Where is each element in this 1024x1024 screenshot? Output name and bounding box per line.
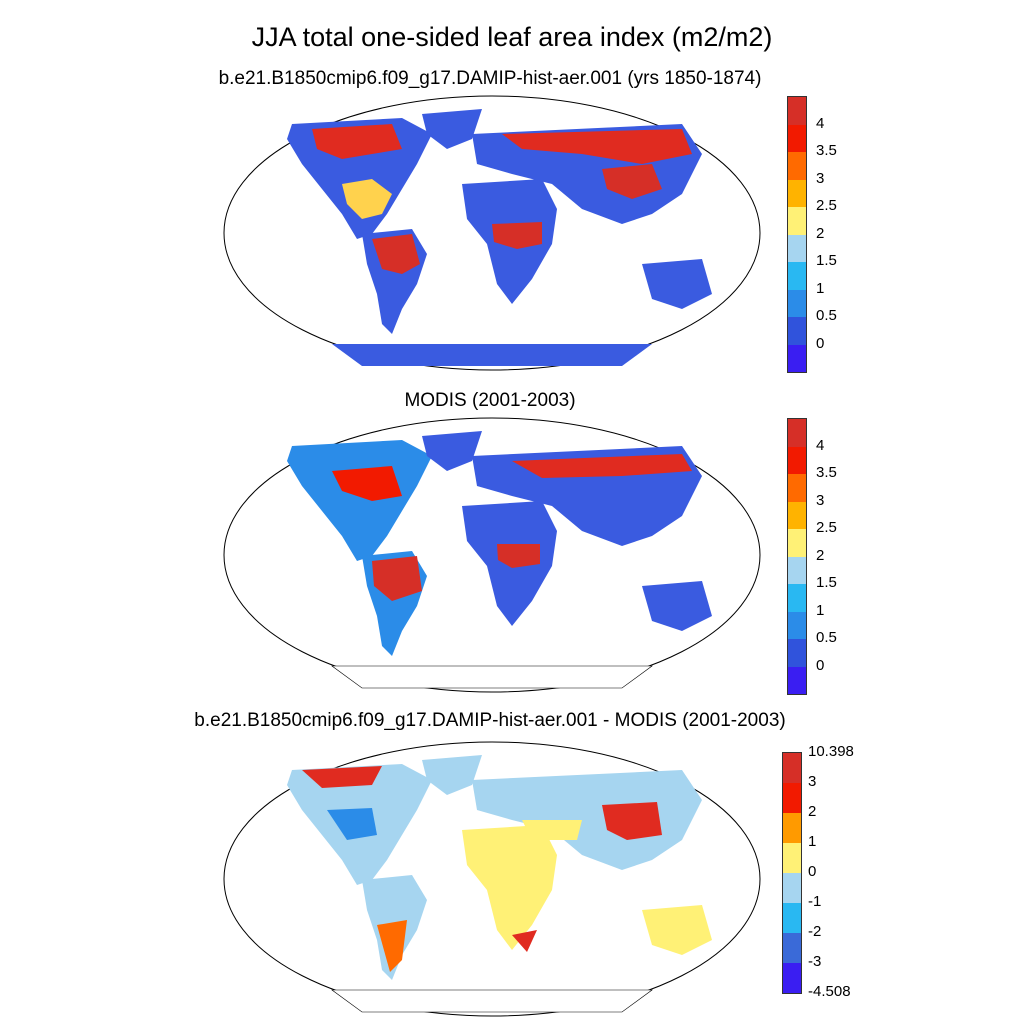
colorbar-segment bbox=[788, 124, 806, 152]
colorbar-tick-label: -1 bbox=[808, 893, 822, 910]
colorbar-tick-label: 0 bbox=[816, 334, 825, 352]
colorbar-tick-label: 1 bbox=[816, 601, 825, 619]
colorbar-tick-label: 2.5 bbox=[816, 519, 837, 536]
colorbar-segment bbox=[783, 903, 801, 933]
landmass-greenland bbox=[422, 755, 482, 795]
colorbar-segment bbox=[783, 933, 801, 963]
colorbar-tick-label: 0 bbox=[816, 656, 825, 674]
colorbar-tick-label: 10.398 bbox=[808, 743, 854, 760]
colorbar-tick-label: 2.5 bbox=[816, 197, 837, 214]
colorbar-segment bbox=[788, 584, 806, 612]
landmass-antarctica bbox=[331, 665, 653, 689]
colorbar-segment bbox=[788, 207, 806, 235]
colorbar-tick-label: 1 bbox=[816, 279, 825, 297]
colorbar-tick-label: 0.5 bbox=[816, 629, 837, 646]
colorbar-modis bbox=[787, 418, 807, 695]
figure-title: JJA total one-sided leaf area index (m2/… bbox=[251, 22, 773, 52]
landmass-greenland bbox=[422, 109, 482, 149]
map-model-lai bbox=[223, 95, 761, 371]
colorbar-segment bbox=[788, 344, 806, 372]
colorbar-tick-label: 2 bbox=[816, 546, 825, 564]
landmass-australia bbox=[642, 581, 712, 631]
panel-title-modis: MODIS (2001-2003) bbox=[404, 390, 576, 411]
panel-title-model: b.e21.B1850cmip6.f09_g17.DAMIP-hist-aer.… bbox=[218, 68, 762, 89]
colorbar-segment bbox=[788, 179, 806, 207]
colorbar-segment bbox=[788, 446, 806, 474]
map-modis-lai bbox=[223, 417, 761, 693]
colorbar-segment bbox=[783, 783, 801, 813]
colorbar-segment bbox=[783, 753, 801, 783]
landmass-australia bbox=[642, 259, 712, 309]
colorbar-tick-label: 3 bbox=[816, 491, 825, 509]
landmass-africa bbox=[462, 825, 557, 950]
map-difference-lai bbox=[223, 741, 761, 1017]
colorbar-segment bbox=[788, 152, 806, 180]
colorbar-segment bbox=[783, 813, 801, 843]
colorbar-segment bbox=[783, 843, 801, 873]
colorbar-tick-label: 1.5 bbox=[816, 252, 837, 269]
colorbar-tick-label: 3 bbox=[816, 169, 825, 187]
colorbar-tick-label: 1 bbox=[808, 833, 817, 850]
colorbar-tick-label: 3 bbox=[808, 773, 817, 790]
colorbar-tick-label: 0 bbox=[808, 863, 817, 880]
landmass-north-america bbox=[287, 440, 432, 561]
landmass-australia bbox=[642, 905, 712, 955]
colorbar-tick-label: -2 bbox=[808, 923, 822, 940]
colorbar-tick-label: 4 bbox=[816, 114, 825, 132]
colorbar-segment bbox=[783, 963, 801, 993]
panel-title-difference: b.e21.B1850cmip6.f09_g17.DAMIP-hist-aer.… bbox=[194, 710, 786, 731]
colorbar-tick-label: 2 bbox=[816, 224, 825, 242]
landmass-antarctica bbox=[332, 344, 652, 366]
colorbar-segment bbox=[788, 666, 806, 694]
colorbar-segment bbox=[788, 234, 806, 262]
colorbar-tick-label: 0.5 bbox=[816, 307, 837, 324]
colorbar-tick-label: 2 bbox=[808, 803, 817, 820]
colorbar-segment bbox=[788, 262, 806, 290]
colorbar-tick-label: 3.5 bbox=[816, 142, 837, 159]
landmass-eurasia bbox=[472, 770, 702, 870]
colorbar-segment bbox=[788, 97, 806, 125]
colorbar-segment bbox=[788, 501, 806, 529]
colorbar-tick-label: 4 bbox=[816, 436, 825, 454]
colorbar-segment bbox=[788, 289, 806, 317]
colorbar-segment bbox=[788, 474, 806, 502]
colorbar-model bbox=[787, 96, 807, 373]
colorbar-segment bbox=[788, 529, 806, 557]
colorbar-segment bbox=[788, 419, 806, 447]
landmass-antarctica bbox=[331, 989, 653, 1013]
colorbar-difference bbox=[782, 752, 802, 994]
landmass-greenland bbox=[422, 431, 482, 471]
colorbar-tick-label: -3 bbox=[808, 953, 822, 970]
colorbar-segment bbox=[783, 873, 801, 903]
colorbar-segment bbox=[788, 639, 806, 667]
colorbar-tick-label: -4.508 bbox=[808, 983, 851, 1000]
colorbar-segment bbox=[788, 611, 806, 639]
colorbar-tick-label: 3.5 bbox=[816, 464, 837, 481]
colorbar-segment bbox=[788, 317, 806, 345]
colorbar-segment bbox=[788, 556, 806, 584]
colorbar-tick-label: 1.5 bbox=[816, 574, 837, 591]
